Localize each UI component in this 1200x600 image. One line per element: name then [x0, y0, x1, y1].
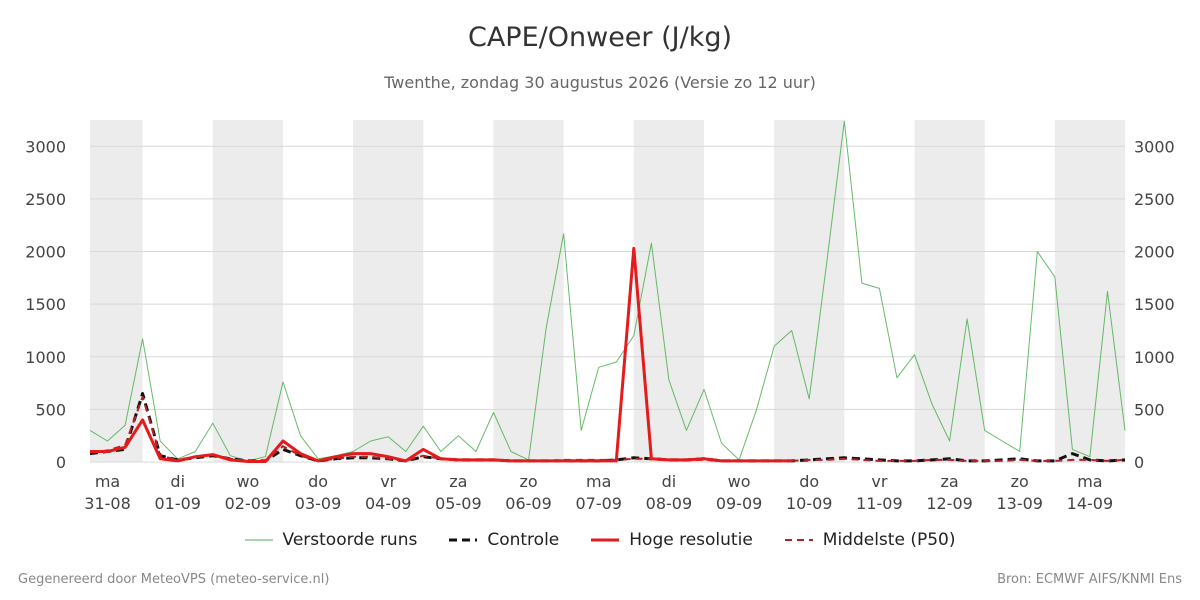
x-tick-day: ma — [95, 472, 120, 491]
legend-item-perturbed: Verstoorde runs — [244, 530, 418, 550]
legend-label-control: Controle — [487, 530, 560, 550]
gridlines — [90, 145, 1125, 463]
x-tick-date: 11-09 — [856, 494, 903, 513]
y-tick-label-left: 1000 — [25, 348, 66, 367]
x-tick-day: di — [662, 472, 677, 491]
y-tick-label-right: 2500 — [1134, 190, 1175, 209]
y-tick-label-left: 2500 — [25, 190, 66, 209]
day-band — [90, 120, 143, 462]
y-tick-label-right: 0 — [1134, 453, 1144, 472]
x-tick-date: 07-09 — [575, 494, 622, 513]
legend-swatch-perturbed — [244, 539, 273, 541]
x-tick-date: 13-09 — [996, 494, 1043, 513]
y-tick-label-left: 2000 — [25, 243, 66, 262]
x-tick-day: zo — [1011, 472, 1029, 491]
x-tick-day: wo — [236, 472, 259, 491]
x-tick-date: 31-08 — [84, 494, 131, 513]
x-tick-day: ma — [586, 472, 611, 491]
x-tick-day: zo — [519, 472, 537, 491]
series-perturbed-runs — [89, 120, 1126, 462]
x-tick-day: do — [308, 472, 328, 491]
ensemble-runs — [89, 120, 1126, 462]
legend-item-control: Controle — [449, 530, 559, 550]
legend-swatch-median — [784, 539, 813, 541]
x-tick-date: 06-09 — [505, 494, 552, 513]
day-band — [493, 120, 564, 462]
y-tick-labels: 0 0 500 500 1000 1000 1500 1500 2000 2000 2500 2500… — [25, 137, 1174, 472]
footer-source: Bron: ECMWF AIFS/KNMI Ens — [997, 572, 1182, 587]
day-shading — [90, 120, 1125, 462]
y-tick-label-left: 1500 — [25, 295, 66, 314]
x-tick-date: 10-09 — [786, 494, 833, 513]
x-tick-date: 02-09 — [225, 494, 272, 513]
x-tick-date: 03-09 — [295, 494, 342, 513]
y-tick-label-right: 1500 — [1134, 295, 1175, 314]
x-tick-date: 09-09 — [716, 494, 763, 513]
x-tick-day: do — [799, 472, 819, 491]
legend-item-high-resolution: Hoge resolutie — [591, 530, 753, 550]
y-tick-label-right: 1000 — [1134, 348, 1175, 367]
y-tick-label-right: 3000 — [1134, 137, 1175, 156]
y-tick-label-left: 3000 — [25, 137, 66, 156]
x-tick-day: wo — [728, 472, 751, 491]
legend-label-high-resolution: Hoge resolutie — [629, 530, 753, 550]
x-tick-labels: ma 31-08 di 01-09 wo 02-09 do 03-09 vr 04-09 za 05-… — [84, 472, 1113, 513]
x-tick-day: vr — [380, 472, 396, 491]
main-series — [89, 246, 1126, 463]
day-band — [774, 120, 845, 462]
x-tick-date: 12-09 — [926, 494, 973, 513]
day-band — [212, 120, 283, 462]
series-high-resolution — [90, 246, 792, 463]
day-band — [633, 120, 704, 462]
y-tick-label-left: 500 — [35, 400, 66, 419]
legend-swatch-high-resolution — [591, 538, 620, 542]
x-tick-date: 14-09 — [1067, 494, 1114, 513]
x-tick-date: 04-09 — [365, 494, 412, 513]
legend-label-median: Middelste (P50) — [822, 530, 956, 550]
legend-item-median: Middelste (P50) — [784, 530, 956, 550]
x-tick-day: ma — [1077, 472, 1102, 491]
legend-swatch-control — [449, 538, 478, 542]
legend-label-perturbed: Verstoorde runs — [282, 530, 418, 550]
day-band — [1054, 120, 1125, 462]
y-tick-label-left: 0 — [56, 453, 66, 472]
x-tick-date: 05-09 — [435, 494, 482, 513]
y-tick-label-right: 2000 — [1134, 243, 1175, 262]
day-band — [353, 120, 424, 462]
legend: Verstoorde runs Controle Hoge resolutie … — [0, 530, 1200, 550]
footer-generator: Gegenereerd door MeteoVPS (meteo-service… — [18, 572, 330, 587]
x-tick-date: 01-09 — [154, 494, 201, 513]
chart-title: CAPE/Onweer (J/kg) — [467, 22, 732, 53]
x-tick-date: 08-09 — [646, 494, 693, 513]
x-tick-day: vr — [871, 472, 887, 491]
x-tick-day: za — [940, 472, 958, 491]
chart-subtitle: Twenthe, zondag 30 augustus 2026 (Versie… — [384, 73, 816, 92]
x-tick-day: di — [170, 472, 185, 491]
y-tick-label-right: 500 — [1134, 400, 1165, 419]
x-tick-day: za — [449, 472, 467, 491]
day-band — [914, 120, 985, 462]
